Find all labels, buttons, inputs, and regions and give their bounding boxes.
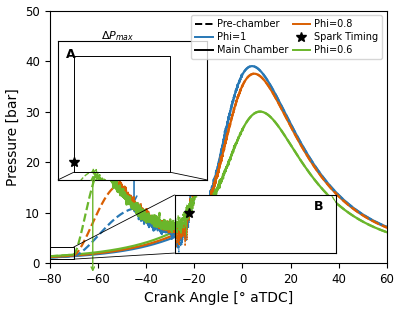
Text: $\Delta P_{max}$: $\Delta P_{max}$ — [100, 30, 134, 44]
Y-axis label: Pressure [bar]: Pressure [bar] — [6, 88, 20, 186]
X-axis label: Crank Angle [° aTDC]: Crank Angle [° aTDC] — [144, 291, 293, 305]
Legend: Pre-chamber, Phi=1, Main Chamber, Phi=0.8, Spark Timing, Phi=0.6: Pre-chamber, Phi=1, Main Chamber, Phi=0.… — [191, 16, 382, 59]
